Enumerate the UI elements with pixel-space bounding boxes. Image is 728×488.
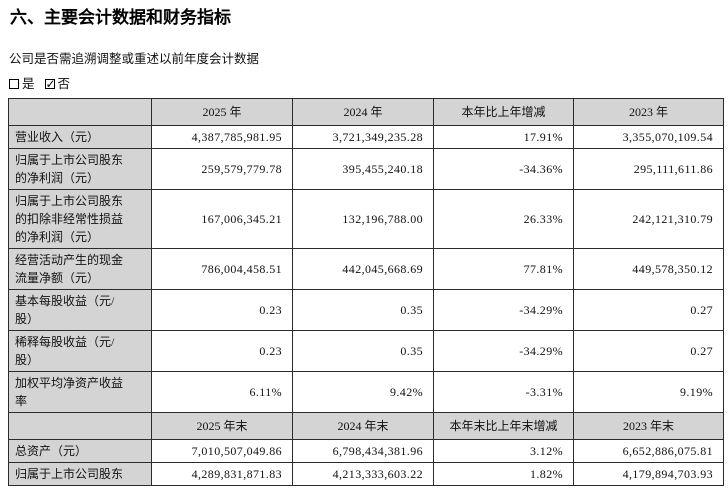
value-2024: 3,721,349,235.28 — [292, 125, 434, 149]
checkbox-checked-icon — [44, 76, 56, 92]
value-2025: 6.11% — [151, 371, 293, 413]
value-2023: 9.19% — [573, 371, 724, 413]
value-2023: 3,355,070,109.54 — [573, 125, 724, 149]
value-2024: 0.35 — [292, 289, 434, 331]
value-2025: 167,006,345.21 — [151, 189, 293, 249]
value-2023: 295,111,611.86 — [573, 148, 724, 190]
value-2025: 786,004,458.51 — [151, 248, 293, 290]
option-no-label: 否 — [57, 77, 71, 91]
row-label: 归属于上市公司股东 — [8, 462, 152, 486]
report-page: 六、主要会计数据和财务指标 公司是否需追溯调整或重述以前年度会计数据 是否 20… — [0, 7, 728, 488]
value-change: -3.31% — [433, 371, 574, 413]
value-2023: 242,121,310.79 — [573, 189, 724, 249]
value-change: 77.81% — [433, 248, 574, 290]
value-2024: 132,196,788.00 — [292, 189, 434, 249]
value-change: 3.12% — [433, 439, 574, 463]
row-label: 营业收入（元） — [8, 125, 152, 149]
row-label: 基本每股收益（元/ 股） — [8, 289, 152, 331]
header-2023-end: 2023 年末 — [573, 412, 724, 440]
value-2023: 0.27 — [573, 289, 724, 331]
row-label: 总资产（元） — [8, 439, 152, 463]
row-label: 归属于上市公司股东 的扣除非经常性损益 的净利润（元） — [8, 189, 152, 249]
checkbox-unchecked-icon — [9, 79, 19, 89]
table-row-operating-cash-flow: 经营活动产生的现金 流量净额（元） 786,004,458.51 442,045… — [8, 248, 724, 290]
restatement-question: 公司是否需追溯调整或重述以前年度会计数据 — [9, 52, 260, 66]
section-title: 六、主要会计数据和财务指标 — [10, 8, 231, 27]
value-2024: 6,798,434,381.96 — [292, 439, 434, 463]
value-change: -34.29% — [433, 289, 574, 331]
header-yoy-end-change: 本年末比上年末增减 — [433, 412, 574, 440]
value-2024: 9.42% — [292, 371, 434, 413]
value-2024: 0.35 — [292, 330, 434, 372]
option-yes-label: 是 — [22, 77, 35, 91]
value-2023: 0.27 — [573, 330, 724, 372]
table-row-net-profit: 归属于上市公司股东 的净利润（元） 259,579,779.78 395,455… — [8, 148, 724, 190]
header-2024-end: 2024 年末 — [292, 412, 434, 440]
value-2024: 442,045,668.69 — [292, 248, 434, 290]
value-2025: 0.23 — [151, 330, 293, 372]
header-2025: 2025 年 — [151, 98, 293, 126]
table-row-revenue: 营业收入（元） 4,387,785,981.95 3,721,349,235.2… — [8, 125, 724, 149]
row-label: 归属于上市公司股东 的净利润（元） — [8, 148, 152, 190]
header-2023: 2023 年 — [573, 98, 724, 126]
value-change: 17.91% — [433, 125, 574, 149]
value-change: -34.29% — [433, 330, 574, 372]
option-yes: 是 — [9, 77, 35, 91]
value-2025: 259,579,779.78 — [151, 148, 293, 190]
table-row-diluted-eps: 稀释每股收益（元/ 股） 0.23 0.35 -34.29% 0.27 — [8, 330, 724, 372]
row-label: 加权平均净资产收益 率 — [8, 371, 152, 413]
table-row-weighted-avg-roe: 加权平均净资产收益 率 6.11% 9.42% -3.31% 9.19% — [8, 371, 724, 413]
value-2025: 4,289,831,871.83 — [151, 462, 293, 486]
value-2024: 4,213,333,603.22 — [292, 462, 434, 486]
table-row-total-assets: 总资产（元） 7,010,507,049.86 6,798,434,381.96… — [8, 439, 724, 463]
table-row-basic-eps: 基本每股收益（元/ 股） 0.23 0.35 -34.29% 0.27 — [8, 289, 724, 331]
table-row-net-assets-attributable: 归属于上市公司股东 4,289,831,871.83 4,213,333,603… — [8, 462, 724, 486]
header-blank — [8, 412, 152, 440]
table-header-year-end: 2025 年末 2024 年末 本年末比上年末增减 2023 年末 — [8, 412, 724, 440]
value-change: -34.36% — [433, 148, 574, 190]
value-2023: 6,652,886,075.81 — [573, 439, 724, 463]
value-2025: 4,387,785,981.95 — [151, 125, 293, 149]
financial-indicators-table: 2025 年 2024 年 本年比上年增减 2023 年 营业收入（元） 4,3… — [8, 98, 724, 486]
option-no: 否 — [44, 76, 71, 92]
value-change: 1.82% — [433, 462, 574, 486]
value-2023: 4,179,894,703.93 — [573, 462, 724, 486]
value-change: 26.33% — [433, 189, 574, 249]
restatement-answer: 是否 — [9, 76, 728, 92]
row-label: 稀释每股收益（元/ 股） — [8, 330, 152, 372]
header-2024: 2024 年 — [292, 98, 434, 126]
value-2024: 395,455,240.18 — [292, 148, 434, 190]
row-label: 经营活动产生的现金 流量净额（元） — [8, 248, 152, 290]
table-header-annual: 2025 年 2024 年 本年比上年增减 2023 年 — [8, 98, 724, 126]
value-2023: 449,578,350.12 — [573, 248, 724, 290]
header-yoy-change: 本年比上年增减 — [433, 98, 574, 126]
value-2025: 7,010,507,049.86 — [151, 439, 293, 463]
header-2025-end: 2025 年末 — [151, 412, 293, 440]
header-blank — [8, 98, 152, 126]
value-2025: 0.23 — [151, 289, 293, 331]
table-row-net-profit-excl-nonrecurring: 归属于上市公司股东 的扣除非经常性损益 的净利润（元） 167,006,345.… — [8, 189, 724, 249]
